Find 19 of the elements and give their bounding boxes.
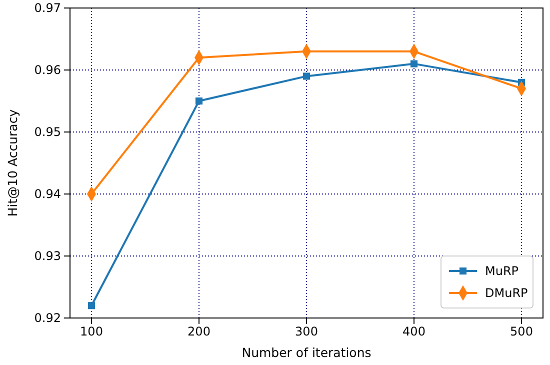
y-tick-label: 0.97	[34, 0, 61, 15]
x-tick-label: 300	[295, 324, 318, 339]
y-tick-label: 0.94	[34, 186, 61, 201]
point	[88, 302, 96, 310]
y-tick-label: 0.96	[34, 62, 61, 77]
y-tick-label: 0.93	[34, 248, 61, 263]
point	[195, 97, 203, 105]
y-tick-label: 0.95	[34, 124, 61, 139]
legend-label: MuRP	[485, 264, 519, 278]
y-axis-title: Hit@10 Accuracy	[5, 108, 20, 217]
point	[410, 60, 418, 68]
x-tick-label: 500	[510, 324, 533, 339]
x-tick-label: 100	[80, 324, 103, 339]
y-tick-label: 0.92	[34, 310, 61, 325]
x-tick-label: 400	[402, 324, 426, 339]
x-axis-title: Number of iterations	[242, 345, 372, 360]
point	[302, 72, 310, 80]
legend-label: DMuRP	[485, 286, 528, 300]
x-tick-label: 200	[188, 324, 210, 339]
